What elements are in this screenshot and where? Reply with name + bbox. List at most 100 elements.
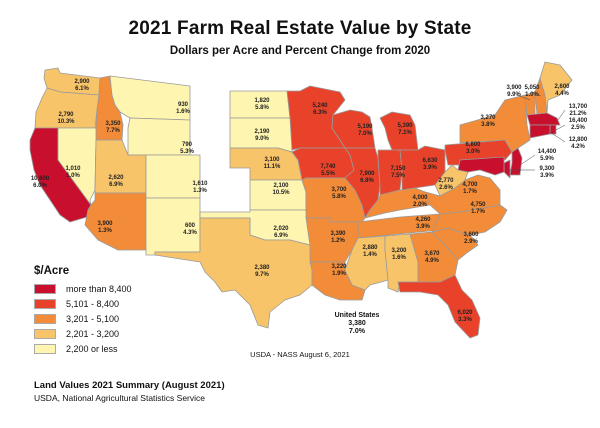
state-change: 7.7% <box>106 128 120 134</box>
state-change: 11.1% <box>264 164 281 170</box>
state-label-ct: 12,800 4.2% <box>569 137 588 150</box>
state-change: 7.1% <box>398 130 412 136</box>
state-value: 6,630 <box>422 158 438 164</box>
state-value: 3,390 <box>330 231 346 237</box>
state-label-mo: 3,700 5.8% <box>331 187 347 200</box>
state-value: 5,050 <box>524 85 540 91</box>
state-value: 2,100 <box>273 183 289 189</box>
us-total-name: United States <box>334 312 380 319</box>
state-label-nd: 1,820 5.8% <box>254 98 270 111</box>
state-label-wi: 5,190 7.0% <box>357 124 373 137</box>
state-value: 7,740 <box>320 164 336 170</box>
state-wv <box>434 164 469 197</box>
state-value: 5,390 <box>397 123 413 129</box>
state-value: 2,600 <box>554 84 570 90</box>
state-label-tn: 4,260 3.9% <box>415 217 431 230</box>
state-value: 10,600 <box>31 176 50 182</box>
state-change: 6.1% <box>75 86 89 92</box>
state-value: 1,610 <box>192 181 208 187</box>
legend-item: 2,201 - 3,200 <box>34 326 132 341</box>
footer-title: Land Values 2021 Summary (August 2021) <box>34 380 225 391</box>
state-change: 1.2% <box>331 238 345 244</box>
state-change: 5.8% <box>255 105 269 111</box>
state-label-me: 2,600 4.4% <box>554 84 570 97</box>
legend-item: more than 8,400 <box>34 281 132 296</box>
state-label-nc: 4,750 1.7% <box>470 202 486 215</box>
state-value: 4,700 <box>462 182 478 188</box>
state-value: 9,300 <box>539 166 555 172</box>
state-label-co: 1,610 1.3% <box>192 181 208 194</box>
state-value: 3,270 <box>480 115 496 121</box>
state-wi <box>331 109 376 149</box>
state-de <box>503 159 511 179</box>
state-label-fl: 6,020 3.3% <box>457 310 473 323</box>
state-change: 2.9% <box>464 239 478 245</box>
state-label-nj: 14,400 5.9% <box>538 149 557 162</box>
state-change: 21.2% <box>569 111 587 117</box>
state-label-ms: 2,880 1.4% <box>362 245 378 258</box>
legend-swatch <box>34 328 56 339</box>
state-value: 14,400 <box>538 149 557 155</box>
state-value: 2,020 <box>273 226 289 232</box>
state-change: 5.5% <box>321 171 335 177</box>
state-change: 1.6% <box>392 255 406 261</box>
state-value: 3,900 <box>506 85 522 91</box>
state-value: 7,900 <box>359 171 375 177</box>
state-value: 16,400 <box>569 118 588 124</box>
state-label-id: 3,350 7.7% <box>105 121 121 134</box>
state-ct <box>529 124 551 139</box>
state-value: 2,190 <box>254 129 270 135</box>
state-nj <box>509 147 523 176</box>
state-change: 9.0% <box>255 136 269 142</box>
map-subtitle: Dollars per Acre and Percent Change from… <box>169 45 431 57</box>
state-change: 5.3% <box>180 149 194 155</box>
state-change: 6.9% <box>274 233 288 239</box>
state-change: 3.9% <box>423 165 437 171</box>
legend-swatch <box>34 343 56 354</box>
state-label-nh: 5,050 1.0% <box>524 85 540 98</box>
state-value: 930 <box>178 102 189 108</box>
state-nv <box>57 127 97 206</box>
state-az <box>84 192 147 251</box>
state-value: 3,200 <box>391 248 407 254</box>
leader-line-ct <box>549 131 566 143</box>
state-label-va: 4,700 1.7% <box>462 182 478 195</box>
state-change: 4.3% <box>183 230 197 236</box>
state-value: 3,900 <box>97 221 113 227</box>
state-label-al: 3,200 1.6% <box>391 248 407 261</box>
footer-agency: USDA, National Agricultural Statistics S… <box>34 393 206 403</box>
state-label-in: 7,150 7.5% <box>390 166 406 179</box>
state-change: 1.6% <box>176 109 190 115</box>
state-value: 3,600 <box>463 232 479 238</box>
state-label-sd: 2,190 9.0% <box>254 129 270 142</box>
state-change: 1.7% <box>463 189 477 195</box>
state-change: 4.2% <box>571 144 585 150</box>
state-value: 2,900 <box>74 79 90 85</box>
state-change: 7.5% <box>391 173 405 179</box>
state-change: 2.6% <box>439 185 453 191</box>
state-change: 9.9% <box>507 92 521 98</box>
us-total-value: 3,380 <box>348 320 366 327</box>
state-change: 6.8% <box>360 178 374 184</box>
state-value: 6,800 <box>465 142 481 148</box>
legend-label: 2,200 or less <box>66 343 118 354</box>
state-value: 3,220 <box>331 264 347 270</box>
state-change: 4.4% <box>555 91 569 97</box>
state-value: 3,350 <box>105 121 121 127</box>
leader-line-vt <box>516 94 531 101</box>
state-label-nm: 600 4.3% <box>183 223 197 236</box>
state-label-ky: 4,000 2.0% <box>412 195 428 208</box>
legend-item: 3,201 - 5,100 <box>34 311 132 326</box>
leader-line-ma <box>557 109 566 121</box>
state-label-ne: 3,100 11.1% <box>264 157 281 170</box>
state-label-nv: 1,010 1.0% <box>65 166 81 179</box>
state-change: 2.5% <box>571 125 585 131</box>
state-mt <box>109 75 191 121</box>
state-change: 1.3% <box>98 228 112 234</box>
state-value: 2,880 <box>362 245 378 251</box>
state-tx <box>154 217 313 329</box>
state-value: 4,750 <box>470 202 486 208</box>
state-label-mn: 5,240 6.3% <box>312 103 328 116</box>
us-total-change: 7.0% <box>349 328 365 335</box>
state-label-tx: 2,380 9.7% <box>254 265 270 278</box>
